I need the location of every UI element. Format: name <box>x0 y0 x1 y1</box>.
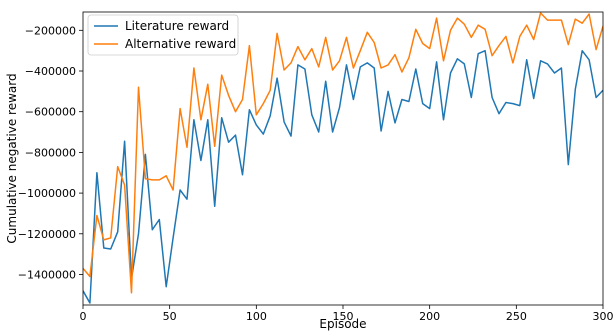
legend: Literature reward Alternative reward <box>87 14 239 56</box>
legend-box <box>87 14 239 56</box>
x-axis: 0 50 100 150 200 250 300 <box>80 305 613 323</box>
y-tick-label: −400000 <box>25 65 76 78</box>
series-line-alternative <box>83 12 603 294</box>
y-tick-label: −200000 <box>25 24 76 37</box>
legend-label-alternative: Alternative reward <box>125 37 236 51</box>
series-layer <box>83 12 603 304</box>
x-tick-label: 150 <box>333 310 354 323</box>
x-tick-label: 50 <box>163 310 177 323</box>
x-axis-title: Episode <box>319 317 366 331</box>
y-tick-label: −600000 <box>25 106 76 119</box>
y-tick-label: −1000000 <box>18 187 76 200</box>
x-tick-label: 250 <box>506 310 527 323</box>
x-tick-label: 300 <box>593 310 613 323</box>
y-tick-label: −800000 <box>25 146 76 159</box>
legend-label-literature: Literature reward <box>125 19 229 33</box>
x-tick-label: 200 <box>419 310 440 323</box>
y-tick-label: −1400000 <box>18 268 76 281</box>
x-tick-label: 100 <box>246 310 267 323</box>
y-axis: −1400000 −1200000 −1000000 −800000 −600000 −4… <box>18 24 83 281</box>
y-axis-title: Cumulative negative reward <box>5 73 19 243</box>
plot-frame <box>82 11 604 306</box>
y-tick-label: −1200000 <box>18 228 76 241</box>
x-tick-label: 0 <box>80 310 87 323</box>
series-line-literature <box>83 49 603 304</box>
